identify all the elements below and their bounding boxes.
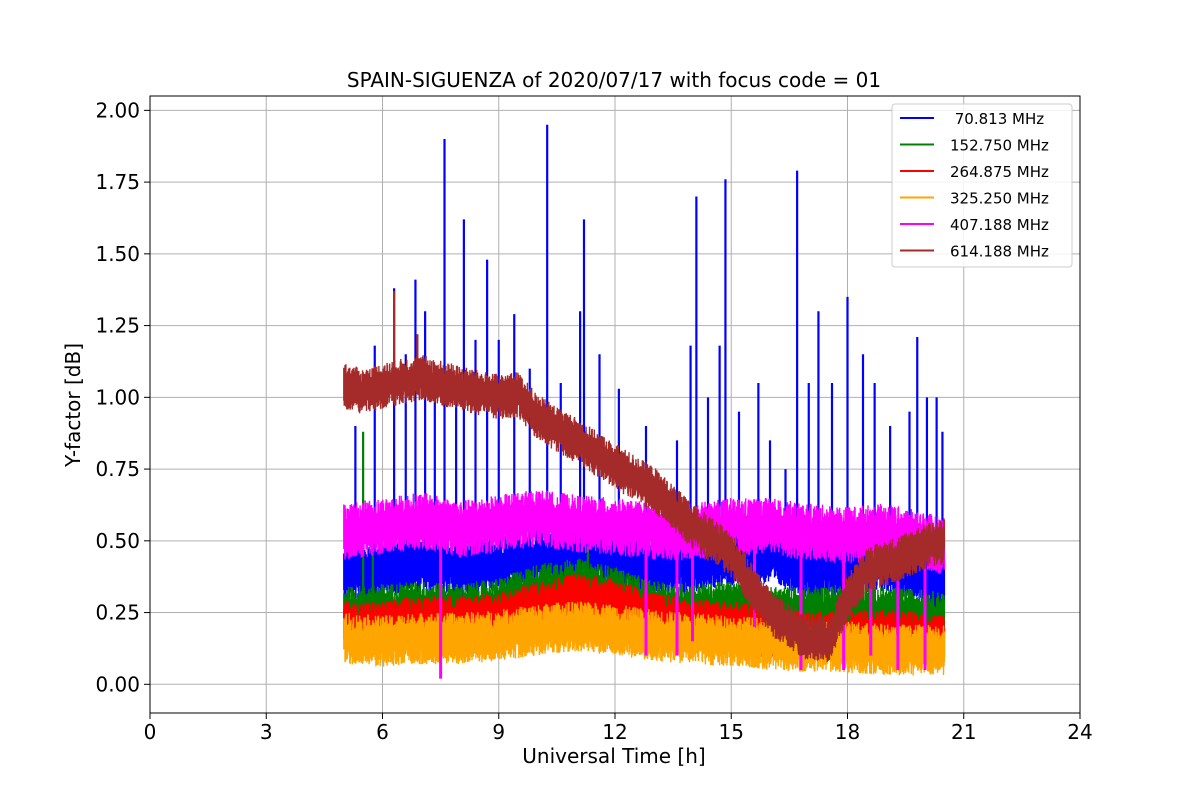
plot-series bbox=[343, 124, 946, 679]
legend-label: 264.875 MHz bbox=[950, 163, 1049, 181]
series-trace bbox=[343, 355, 946, 662]
y-tick-label: 1.25 bbox=[95, 314, 140, 338]
series-trace bbox=[343, 490, 946, 574]
x-tick-label: 24 bbox=[1067, 720, 1092, 744]
legend-label: 407.188 MHz bbox=[950, 216, 1049, 234]
x-tick-label: 6 bbox=[376, 720, 389, 744]
legend-label: 614.188 MHz bbox=[950, 243, 1049, 261]
x-tick-label: 0 bbox=[144, 720, 157, 744]
y-tick-label: 1.50 bbox=[95, 242, 140, 266]
y-tick-label: 2.00 bbox=[95, 98, 140, 122]
legend: 70.813 MHz 152.750 MHz 264.875 MHz 325.250 … bbox=[891, 103, 1073, 268]
x-axis-title: Universal Time [h] bbox=[522, 744, 705, 768]
x-tick-label: 9 bbox=[492, 720, 505, 744]
y-axis-title: Y-factor [dB] bbox=[61, 343, 85, 468]
x-tick-label: 18 bbox=[835, 720, 860, 744]
x-tick-label: 15 bbox=[719, 720, 744, 744]
x-tick-label: 21 bbox=[951, 720, 976, 744]
legend-label: 152.750 MHz bbox=[950, 137, 1049, 155]
chart-title: SPAIN-SIGUENZA of 2020/07/17 with focus … bbox=[347, 68, 881, 92]
y-tick-label: 0.75 bbox=[95, 457, 140, 481]
legend-box bbox=[891, 103, 1073, 268]
y-tick-label: 1.00 bbox=[95, 385, 140, 409]
legend-label: 325.250 MHz bbox=[950, 190, 1049, 208]
x-tick-label: 3 bbox=[260, 720, 273, 744]
y-axis: 0.00 0.25 0.50 0.75 1.00 1.25 1.50 1.75 2.00 bbox=[95, 98, 150, 696]
y-tick-label: 0.00 bbox=[95, 672, 140, 696]
y-tick-label: 0.50 bbox=[95, 529, 140, 553]
series-614-188-mhz bbox=[343, 291, 946, 662]
y-tick-label: 1.75 bbox=[95, 170, 140, 194]
x-axis: 0 3 6 9 12 15 18 21 24 bbox=[144, 713, 1093, 744]
x-tick-label: 12 bbox=[602, 720, 627, 744]
y-tick-label: 0.25 bbox=[95, 601, 140, 625]
legend-label: 70.813 MHz bbox=[950, 110, 1044, 128]
